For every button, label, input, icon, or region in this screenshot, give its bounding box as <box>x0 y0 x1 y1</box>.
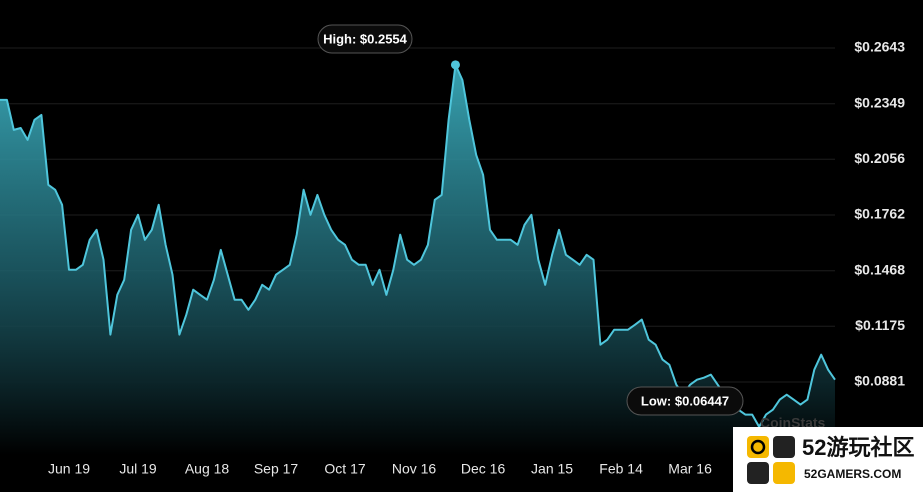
x-tick-label: Dec 16 <box>461 461 506 477</box>
x-tick-label: Sep 17 <box>254 461 299 477</box>
y-tick-label: $0.1762 <box>854 206 905 222</box>
x-tick-label: Jul 19 <box>119 461 157 477</box>
annotation-box <box>317 24 413 54</box>
logo-icon <box>750 439 766 455</box>
y-tick-label: $0.2349 <box>854 94 905 110</box>
logo-icon <box>773 436 795 458</box>
x-tick-label: Mar 16 <box>668 461 712 477</box>
logo-title: 52游玩社区 <box>802 435 914 460</box>
x-tick-label: Nov 16 <box>392 461 437 477</box>
y-tick-label: $0.0881 <box>854 373 905 389</box>
area <box>0 64 835 456</box>
annotation: Low: $0.06447 <box>641 393 729 408</box>
y-tick-label: $0.1468 <box>854 261 905 277</box>
y-tick-label: $0.2643 <box>854 39 905 55</box>
logo-icon <box>773 462 795 484</box>
annotation-box <box>626 386 744 416</box>
x-tick-label: Jun 19 <box>48 461 90 477</box>
x-tick-label: Jan 15 <box>531 461 573 477</box>
x-tick-label: Aug 18 <box>185 461 230 477</box>
line <box>0 63 836 428</box>
x-tick-label: Feb 14 <box>599 461 643 477</box>
logo-icon <box>747 462 769 484</box>
logo: 52游玩社区 52GAMERS.COM <box>733 427 923 492</box>
y-tick-label: $0.1175 <box>855 317 905 333</box>
logo-subtitle: 52GAMERS.COM <box>804 467 901 481</box>
x-tick-label: Oct 17 <box>324 461 365 477</box>
high-marker <box>450 60 460 70</box>
annotation: High: $0.2554 <box>323 31 408 46</box>
logo-icon <box>747 436 769 458</box>
y-tick-label: $0.2056 <box>854 150 905 166</box>
watermark: CoinStats <box>760 415 826 431</box>
